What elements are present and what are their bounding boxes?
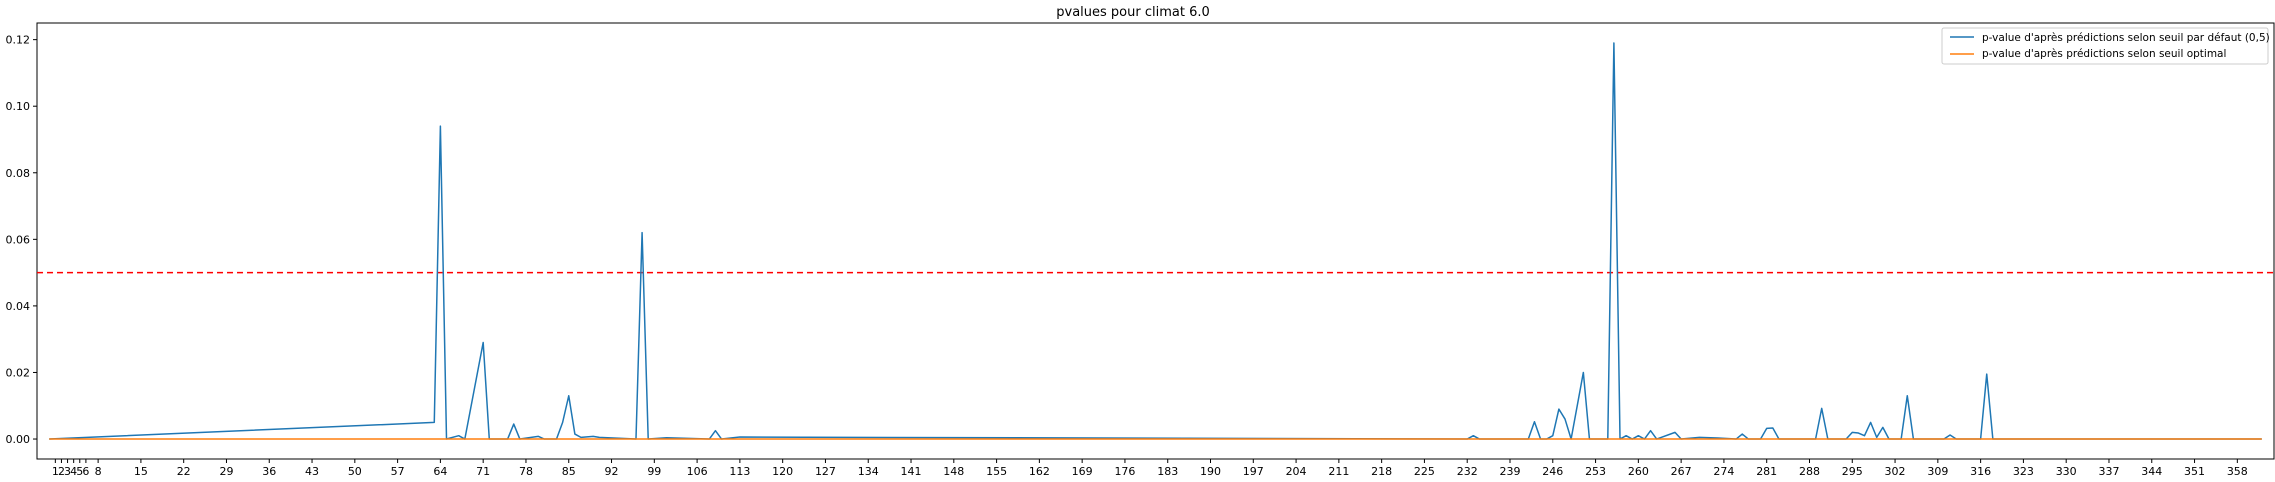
x-tick-label: 302 — [1885, 465, 1906, 478]
y-tick-label: 0.12 — [6, 34, 31, 47]
x-tick-label: 106 — [687, 465, 708, 478]
x-tick-label: 169 — [1072, 465, 1093, 478]
x-tick-label: 309 — [1927, 465, 1948, 478]
x-tick-label: 85 — [562, 465, 576, 478]
x-tick-label: 134 — [858, 465, 879, 478]
x-tick-label: 120 — [772, 465, 793, 478]
x-tick-label: 190 — [1200, 465, 1221, 478]
x-tick-label: 43 — [305, 465, 319, 478]
x-tick-label: 22 — [177, 465, 191, 478]
x-tick-label: 2 — [58, 465, 65, 478]
y-tick-label: 0.04 — [6, 300, 31, 313]
x-tick-label: 113 — [729, 465, 750, 478]
x-tick-label: 267 — [1671, 465, 1692, 478]
x-tick-label: 344 — [2141, 465, 2162, 478]
x-tick-label: 288 — [1799, 465, 1820, 478]
y-tick-label: 0.10 — [6, 100, 31, 113]
x-tick-label: 337 — [2098, 465, 2119, 478]
x-tick-label: 99 — [647, 465, 661, 478]
x-tick-label: 253 — [1585, 465, 1606, 478]
y-tick-label: 0.08 — [6, 167, 31, 180]
x-tick-label: 211 — [1328, 465, 1349, 478]
x-tick-label: 1 — [52, 465, 59, 478]
chart-title: pvalues pour climat 6.0 — [1056, 5, 1210, 20]
x-tick-label: 162 — [1029, 465, 1050, 478]
x-tick-label: 239 — [1499, 465, 1520, 478]
x-tick-label: 218 — [1371, 465, 1392, 478]
legend-label-optimal: p-value d'après prédictions selon seuil … — [1982, 48, 2226, 60]
y-tick-label: 0.02 — [6, 366, 31, 379]
x-tick-label: 92 — [605, 465, 619, 478]
x-tick-label: 316 — [1970, 465, 1991, 478]
x-tick-label: 57 — [391, 465, 405, 478]
x-tick-label: 64 — [433, 465, 447, 478]
x-tick-label: 260 — [1628, 465, 1649, 478]
x-tick-label: 155 — [986, 465, 1007, 478]
legend-label-default: p-value d'après prédictions selon seuil … — [1982, 32, 2270, 44]
x-tick-label: 127 — [815, 465, 836, 478]
x-tick-label: 148 — [943, 465, 964, 478]
x-tick-label: 141 — [901, 465, 922, 478]
x-tick-label: 351 — [2184, 465, 2205, 478]
x-tick-label: 78 — [519, 465, 533, 478]
series-line-default — [49, 42, 2262, 440]
x-tick-label: 274 — [1713, 465, 1734, 478]
x-tick-label: 4 — [70, 465, 77, 478]
y-tick-label: 0.00 — [6, 433, 31, 446]
x-tick-label: 295 — [1842, 465, 1863, 478]
x-tick-label: 5 — [76, 465, 83, 478]
legend-box — [1941, 27, 2269, 65]
x-tick-label: 71 — [476, 465, 490, 478]
x-tick-label: 197 — [1243, 465, 1264, 478]
y-tick-label: 0.06 — [6, 233, 31, 246]
x-tick-label: 6 — [82, 465, 89, 478]
series-group — [49, 42, 2262, 440]
x-tick-label: 176 — [1114, 465, 1135, 478]
x-axis: 1 2 3 4 5 6 8 15 22 29 36 43 50 57 64 71 78 85 92 99 106 113 1… — [52, 459, 2248, 478]
x-tick-label: 281 — [1756, 465, 1777, 478]
x-tick-label: 36 — [262, 465, 276, 478]
x-tick-label: 246 — [1542, 465, 1563, 478]
x-tick-label: 330 — [2056, 465, 2077, 478]
x-tick-label: 225 — [1414, 465, 1435, 478]
x-tick-label: 15 — [134, 465, 148, 478]
x-tick-label: 29 — [219, 465, 233, 478]
x-tick-label: 183 — [1157, 465, 1178, 478]
x-tick-label: 3 — [64, 465, 71, 478]
x-tick-label: 232 — [1457, 465, 1478, 478]
x-tick-label: 8 — [95, 465, 102, 478]
y-axis: 0.00 0.02 0.04 0.06 0.08 0.10 0.12 — [6, 34, 37, 446]
plot-area — [36, 22, 2275, 460]
x-tick-label: 50 — [348, 465, 362, 478]
x-tick-label: 358 — [2227, 465, 2248, 478]
x-tick-label: 204 — [1286, 465, 1307, 478]
x-tick-label: 323 — [2013, 465, 2034, 478]
legend: p-value d'après prédictions selon seuil … — [1941, 27, 2270, 65]
